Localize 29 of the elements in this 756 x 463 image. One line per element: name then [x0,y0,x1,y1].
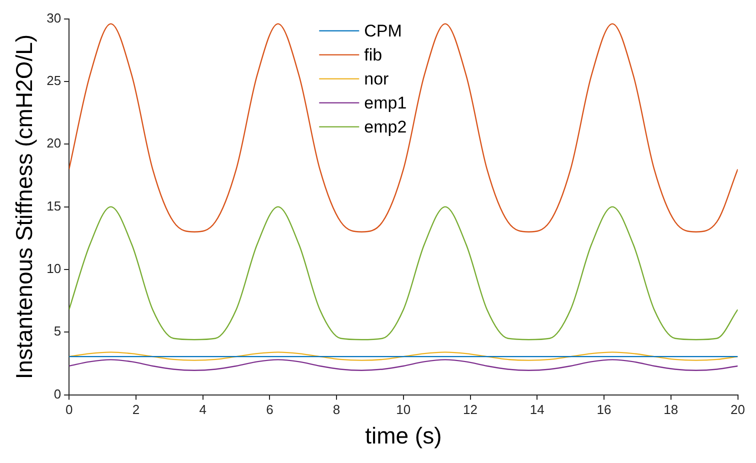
x-tick-label: 10 [396,402,411,418]
x-tick-label: 14 [530,402,544,418]
x-tick-label: 16 [596,402,612,418]
y-tick-label: 25 [46,73,62,88]
line-series [69,359,738,371]
y-tick-label: 10 [46,261,62,276]
legend-label: nor [364,69,390,88]
y-tick-label: 0 [54,386,62,402]
legend-label: emp2 [364,117,407,136]
x-tick-label: 2 [132,402,140,418]
x-tick-label: 18 [664,402,678,418]
legend-label: emp1 [364,93,407,112]
y-axis-title: Instantenous Stiffness (cmH2O/L) [11,34,38,380]
y-tick-label: 15 [46,198,62,214]
y-tick-label: 20 [46,136,62,151]
x-tick-label: 6 [266,402,274,418]
x-tick-label: 8 [332,402,340,418]
x-tick-label: 20 [730,402,746,418]
legend-label: fib [364,45,382,64]
x-tick-label: 4 [199,402,206,418]
x-axis-title: time (s) [365,422,442,449]
legend-label: CPM [364,21,402,40]
line-series [69,352,738,361]
y-tick-label: 5 [54,324,62,339]
y-tick-label: 30 [46,10,62,26]
x-tick-label: 0 [65,402,73,418]
line-series [69,206,738,340]
line-series [69,23,738,232]
x-tick-label: 12 [463,402,478,418]
